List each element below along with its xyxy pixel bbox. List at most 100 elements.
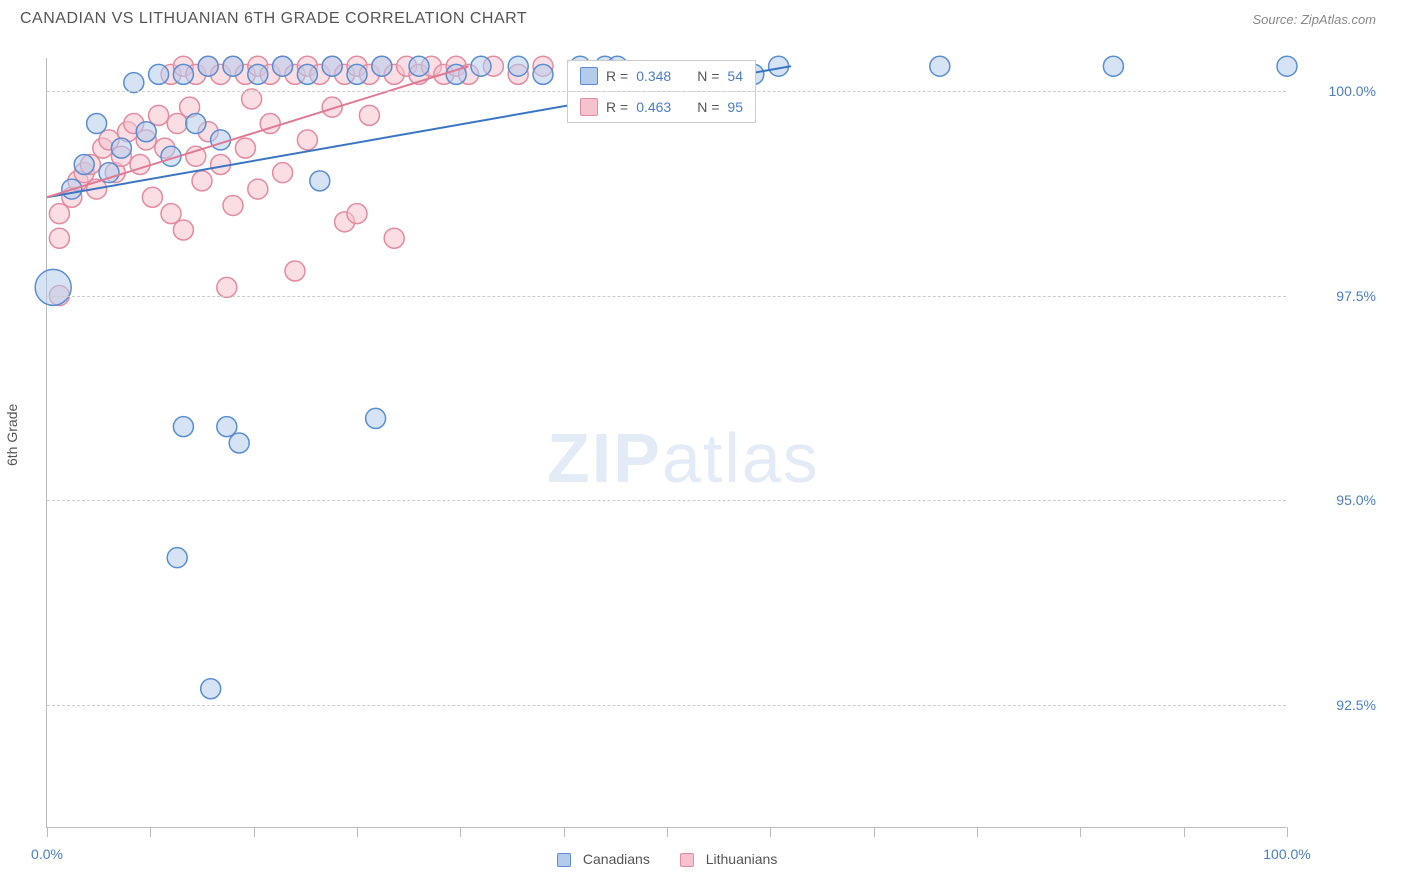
scatter-point-lithuanian xyxy=(223,195,243,215)
scatter-point-canadian xyxy=(223,56,243,76)
scatter-point-canadian xyxy=(1103,56,1123,76)
scatter-point-lithuanian xyxy=(347,204,367,224)
x-tick xyxy=(564,827,565,837)
x-tick xyxy=(1080,827,1081,837)
chart-source: Source: ZipAtlas.com xyxy=(1252,12,1376,27)
scatter-point-lithuanian xyxy=(359,105,379,125)
plot-svg xyxy=(47,58,1286,827)
stats-r-label-a: R = xyxy=(606,68,628,84)
scatter-point-canadian xyxy=(74,154,94,174)
scatter-point-canadian xyxy=(409,56,429,76)
legend-label-canadians: Canadians xyxy=(583,851,650,867)
x-tick-label-min: 0.0% xyxy=(31,846,63,862)
scatter-point-lithuanian xyxy=(142,187,162,207)
scatter-point-canadian xyxy=(211,130,231,150)
scatter-point-canadian xyxy=(149,64,169,84)
scatter-point-lithuanian xyxy=(235,138,255,158)
stats-row-lithuanians: R = 0.463 N = 95 xyxy=(568,92,755,122)
y-tick-label: 92.5% xyxy=(1296,697,1376,713)
scatter-point-lithuanian xyxy=(192,171,212,191)
scatter-point-canadian xyxy=(186,114,206,134)
scatter-point-canadian xyxy=(297,64,317,84)
x-tick xyxy=(1287,827,1288,837)
stats-n-value-a: 54 xyxy=(727,68,743,84)
scatter-point-lithuanian xyxy=(273,163,293,183)
scatter-point-canadian xyxy=(248,64,268,84)
stats-swatch-pink xyxy=(580,98,598,116)
chart-title: CANADIAN VS LITHUANIAN 6TH GRADE CORRELA… xyxy=(20,10,527,28)
x-tick xyxy=(254,827,255,837)
scatter-point-lithuanian xyxy=(149,105,169,125)
legend-item-canadians: Canadians xyxy=(557,851,650,867)
stats-n-value-b: 95 xyxy=(727,99,743,115)
x-tick-label-max: 100.0% xyxy=(1263,846,1310,862)
scatter-point-canadian xyxy=(471,56,491,76)
scatter-point-lithuanian xyxy=(248,179,268,199)
x-tick xyxy=(770,827,771,837)
y-tick-label: 97.5% xyxy=(1296,288,1376,304)
gridline xyxy=(47,500,1286,501)
stats-r-value-a: 0.348 xyxy=(636,68,671,84)
y-axis-label: 6th Grade xyxy=(4,404,20,466)
y-tick-label: 100.0% xyxy=(1296,83,1376,99)
scatter-point-canadian xyxy=(930,56,950,76)
x-tick xyxy=(874,827,875,837)
scatter-point-lithuanian xyxy=(49,228,69,248)
scatter-point-lithuanian xyxy=(161,204,181,224)
x-tick xyxy=(47,827,48,837)
legend-swatch-pink xyxy=(680,853,694,867)
stats-n-label-a: N = xyxy=(697,68,719,84)
series-legend: Canadians Lithuanians xyxy=(557,851,777,867)
x-tick xyxy=(667,827,668,837)
legend-label-lithuanians: Lithuanians xyxy=(706,851,778,867)
scatter-point-lithuanian xyxy=(49,204,69,224)
scatter-point-lithuanian xyxy=(384,228,404,248)
stats-row-canadians: R = 0.348 N = 54 xyxy=(568,61,755,92)
x-tick xyxy=(460,827,461,837)
x-tick xyxy=(1184,827,1185,837)
scatter-point-lithuanian xyxy=(173,220,193,240)
gridline xyxy=(47,296,1286,297)
scatter-point-canadian xyxy=(136,122,156,142)
scatter-point-canadian xyxy=(217,417,237,437)
stats-r-value-b: 0.463 xyxy=(636,99,671,115)
x-tick xyxy=(977,827,978,837)
scatter-point-canadian xyxy=(372,56,392,76)
scatter-point-canadian xyxy=(347,64,367,84)
scatter-point-canadian xyxy=(35,269,71,305)
plot-area: ZIPatlas R = 0.348 N = 54 R = 0.463 N = … xyxy=(46,58,1286,828)
scatter-point-canadian xyxy=(229,433,249,453)
scatter-point-canadian xyxy=(111,138,131,158)
scatter-point-canadian xyxy=(198,56,218,76)
stats-r-label-b: R = xyxy=(606,99,628,115)
scatter-point-canadian xyxy=(167,548,187,568)
legend-item-lithuanians: Lithuanians xyxy=(680,851,778,867)
scatter-point-lithuanian xyxy=(167,114,187,134)
stats-swatch-blue xyxy=(580,67,598,85)
scatter-point-canadian xyxy=(201,679,221,699)
gridline xyxy=(47,705,1286,706)
scatter-point-lithuanian xyxy=(285,261,305,281)
legend-swatch-blue xyxy=(557,853,571,867)
scatter-point-canadian xyxy=(173,417,193,437)
scatter-point-lithuanian xyxy=(242,89,262,109)
x-tick xyxy=(150,827,151,837)
scatter-point-canadian xyxy=(533,64,553,84)
scatter-point-canadian xyxy=(173,64,193,84)
scatter-point-canadian xyxy=(322,56,342,76)
scatter-point-lithuanian xyxy=(297,130,317,150)
scatter-point-canadian xyxy=(273,56,293,76)
y-tick-label: 95.0% xyxy=(1296,492,1376,508)
x-tick xyxy=(357,827,358,837)
scatter-point-canadian xyxy=(1277,56,1297,76)
scatter-point-canadian xyxy=(124,73,144,93)
scatter-point-canadian xyxy=(310,171,330,191)
scatter-point-canadian xyxy=(366,408,386,428)
gridline xyxy=(47,91,1286,92)
scatter-point-lithuanian xyxy=(217,277,237,297)
stats-n-label-b: N = xyxy=(697,99,719,115)
scatter-point-canadian xyxy=(87,114,107,134)
chart-container: 6th Grade ZIPatlas R = 0.348 N = 54 R = … xyxy=(0,38,1406,888)
scatter-point-canadian xyxy=(508,56,528,76)
chart-header: CANADIAN VS LITHUANIAN 6TH GRADE CORRELA… xyxy=(0,0,1406,38)
